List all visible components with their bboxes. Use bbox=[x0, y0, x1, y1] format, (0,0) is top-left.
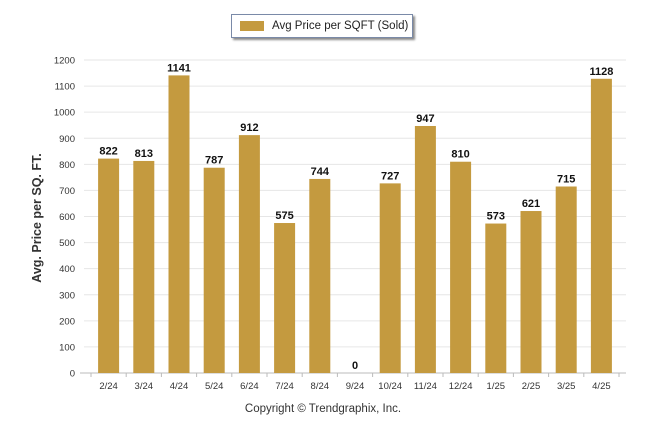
data-labels: 822 813 1141 787 912 575 744 0 727 947 810 573 621 71… bbox=[99, 62, 613, 372]
x-tick-label: 7/24 bbox=[275, 381, 294, 392]
y-tick-label: 500 bbox=[59, 238, 75, 249]
bar bbox=[520, 211, 542, 373]
bar bbox=[309, 178, 331, 373]
y-tick-label: 0 bbox=[70, 369, 75, 380]
bar-value-label: 947 bbox=[416, 113, 434, 125]
y-tick-label: 700 bbox=[59, 186, 75, 197]
bar bbox=[274, 223, 296, 373]
legend: Avg Price per SQFT (Sold) bbox=[231, 14, 413, 38]
y-tick-label: 300 bbox=[59, 290, 75, 301]
bar-value-label: 715 bbox=[557, 174, 575, 186]
bar bbox=[590, 78, 612, 373]
bar-value-label: 813 bbox=[135, 148, 153, 160]
bar bbox=[133, 160, 155, 373]
x-tick-label: 2/25 bbox=[522, 381, 541, 392]
bars bbox=[98, 75, 612, 374]
x-tick-label: 6/24 bbox=[240, 381, 259, 392]
copyright-text: Copyright © Trendgraphix, Inc. bbox=[244, 403, 402, 415]
y-tick-label: 200 bbox=[59, 316, 75, 327]
bar-value-label: 787 bbox=[205, 155, 223, 167]
bar bbox=[168, 75, 190, 374]
bar bbox=[98, 158, 120, 373]
x-tick-label: 4/25 bbox=[592, 381, 611, 392]
x-tick-label: 9/24 bbox=[346, 381, 365, 392]
bar bbox=[555, 186, 577, 373]
x-tick-label: 12/24 bbox=[449, 381, 473, 392]
y-tick-label: 1000 bbox=[54, 108, 75, 119]
legend-label: Avg Price per SQFT (Sold) bbox=[272, 20, 409, 32]
x-tick-label: 2/24 bbox=[99, 381, 118, 392]
x-tick-label: 3/25 bbox=[557, 381, 576, 392]
bar-value-label: 575 bbox=[275, 210, 293, 222]
x-tick-label: 11/24 bbox=[414, 381, 437, 392]
gridlines bbox=[84, 59, 626, 348]
y-axis-label: Avg. Price per SQ. FT. bbox=[30, 153, 44, 283]
y-tick-label: 1200 bbox=[54, 56, 75, 67]
y-tick-label: 800 bbox=[59, 160, 75, 171]
bar-value-label: 621 bbox=[522, 198, 540, 210]
bar-value-label: 744 bbox=[311, 166, 330, 178]
bar-value-label: 810 bbox=[451, 149, 469, 161]
y-tick-label: 1100 bbox=[55, 82, 75, 93]
x-tick-label: 8/24 bbox=[311, 381, 330, 392]
x-tick-label: 10/24 bbox=[378, 381, 402, 392]
bar-value-label: 573 bbox=[487, 211, 505, 223]
y-tick-label: 100 bbox=[59, 342, 75, 353]
bar-value-label: 727 bbox=[381, 170, 399, 182]
x-tick-label: 4/24 bbox=[170, 381, 189, 392]
bar bbox=[238, 135, 260, 373]
legend-swatch bbox=[240, 21, 264, 31]
x-tick-label: 5/24 bbox=[205, 381, 224, 392]
bar bbox=[485, 223, 507, 373]
bar-value-label: 1141 bbox=[167, 62, 191, 74]
y-tick-label: 400 bbox=[59, 264, 75, 275]
bar bbox=[450, 161, 472, 373]
bar-value-label: 822 bbox=[99, 146, 117, 158]
bar bbox=[379, 183, 401, 373]
x-tick-label: 3/24 bbox=[135, 381, 154, 392]
x-tick-label: 1/25 bbox=[487, 381, 506, 392]
y-tick-label: 600 bbox=[59, 212, 75, 223]
bar-value-label: 912 bbox=[240, 122, 258, 134]
bar bbox=[414, 125, 436, 373]
y-tick-label: 900 bbox=[59, 134, 75, 145]
bar bbox=[203, 167, 225, 373]
bar-value-label: 0 bbox=[352, 360, 358, 372]
bar-value-label: 1128 bbox=[589, 66, 613, 78]
